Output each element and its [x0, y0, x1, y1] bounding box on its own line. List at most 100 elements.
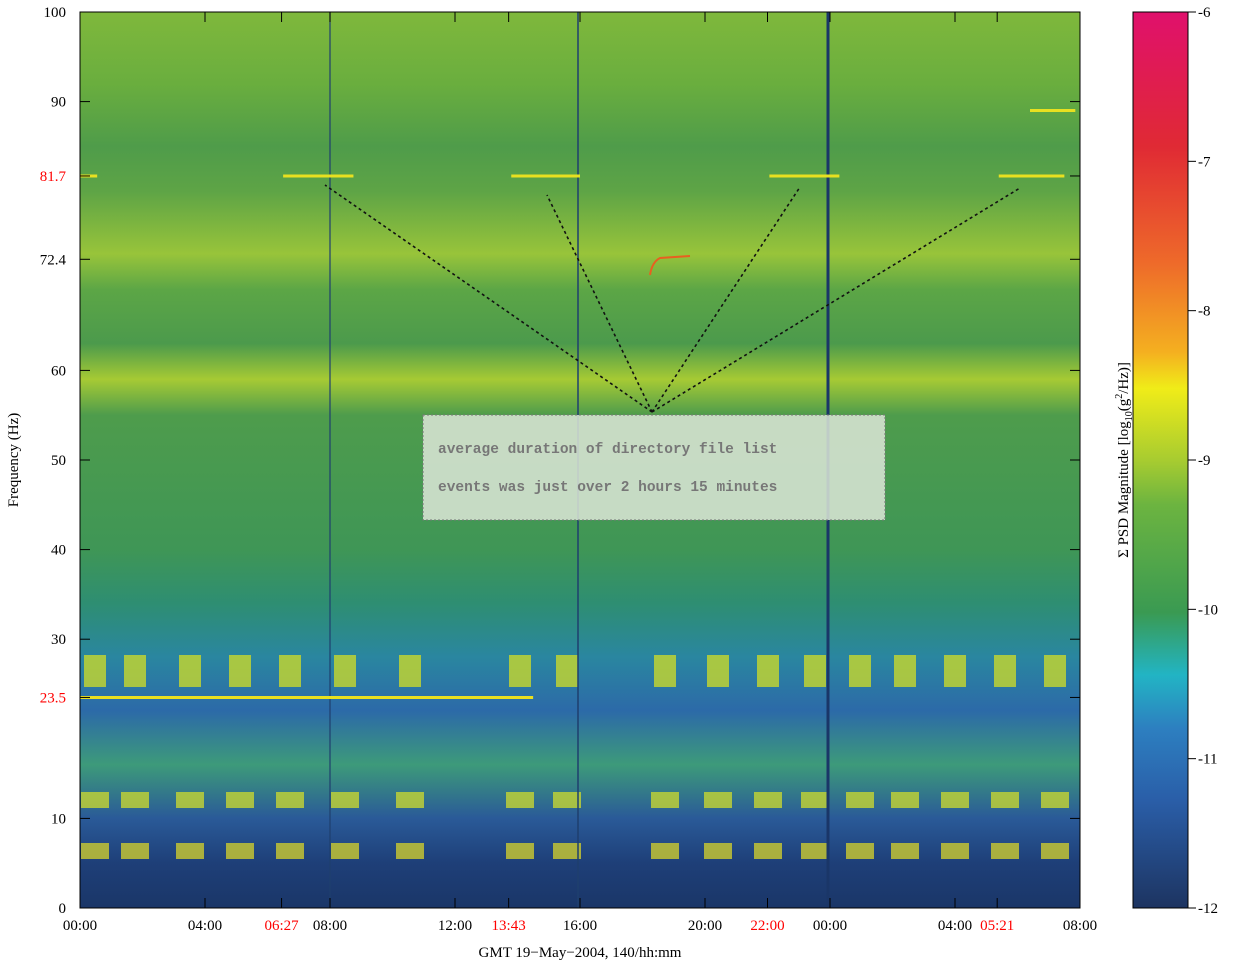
y-tick-label: 60: [51, 363, 66, 379]
block: [651, 792, 679, 808]
block: [81, 843, 109, 859]
y-tick-label: 81.7: [40, 169, 67, 185]
block: [994, 655, 1016, 687]
colorbar-label-part: 2: [1114, 394, 1125, 399]
block: [81, 792, 109, 808]
colorbar-label: Σ PSD Magnitude [log10(g2/Hz)]: [1114, 362, 1135, 558]
block: [754, 792, 782, 808]
y-tick-label: 23.5: [40, 690, 66, 706]
y-axis-label: Frequency (Hz): [6, 413, 22, 508]
block: [846, 843, 874, 859]
annotation-text: average duration of directory file list: [438, 442, 777, 458]
feature-arc: [649, 255, 691, 276]
y-tick-label: 50: [51, 453, 66, 469]
block: [396, 843, 424, 859]
block: [176, 843, 204, 859]
colorbar-tick-label: -12: [1198, 901, 1218, 917]
block: [704, 843, 732, 859]
block: [396, 792, 424, 808]
block: [1041, 792, 1069, 808]
x-tick-label: 13:43: [492, 918, 526, 934]
colorbar-label-part: /Hz)]: [1116, 362, 1132, 394]
block: [944, 655, 966, 687]
colorbar-label-part: 10: [1124, 411, 1135, 421]
y-tick-label: 0: [59, 901, 67, 917]
colorbar-label-part: (g: [1116, 398, 1132, 411]
block: [226, 792, 254, 808]
block: [757, 655, 779, 687]
block: [229, 655, 251, 687]
annotation-text: events was just over 2 hours 15 minutes: [438, 480, 777, 496]
colorbar-tick-label: -8: [1198, 304, 1211, 320]
block: [276, 792, 304, 808]
block: [651, 843, 679, 859]
x-tick-label: 04:00: [938, 918, 972, 934]
block: [176, 792, 204, 808]
block: [506, 792, 534, 808]
block: [991, 843, 1019, 859]
block: [84, 655, 106, 687]
block: [849, 655, 871, 687]
x-tick-label: 04:00: [188, 918, 222, 934]
annotation-box: [422, 414, 886, 521]
block: [121, 792, 149, 808]
block: [894, 655, 916, 687]
x-tick-label: 22:00: [750, 918, 784, 934]
block: [556, 655, 578, 687]
block: [276, 843, 304, 859]
x-tick-label: 00:00: [813, 918, 847, 934]
y-tick-label: 90: [51, 95, 66, 111]
pointer: [324, 184, 653, 413]
block: [1044, 655, 1066, 687]
colorbar-label-part: Σ PSD Magnitude [log: [1116, 421, 1132, 558]
block: [1041, 843, 1069, 859]
block: [226, 843, 254, 859]
y-tick-label: 100: [44, 5, 67, 21]
colorbar: [1132, 11, 1189, 909]
colorbar-tick-label: -11: [1198, 752, 1217, 768]
spectral-blocks: [81, 655, 1069, 859]
colorbar-tick-label: -7: [1198, 154, 1211, 170]
block: [331, 843, 359, 859]
block: [331, 792, 359, 808]
x-tick-label: 08:00: [313, 918, 347, 934]
block: [509, 655, 531, 687]
x-tick-label: 05:21: [980, 918, 1014, 934]
y-tick-label: 72.4: [40, 252, 67, 268]
block: [704, 792, 732, 808]
block: [707, 655, 729, 687]
block: [654, 655, 676, 687]
block: [121, 843, 149, 859]
colorbar-tick-label: -6: [1198, 5, 1211, 21]
block: [941, 843, 969, 859]
block: [891, 843, 919, 859]
pointer-lines: [324, 184, 1021, 413]
feature-lines: [80, 109, 1076, 699]
x-tick-label: 00:00: [63, 918, 97, 934]
block: [891, 792, 919, 808]
y-tick-label: 30: [51, 632, 66, 648]
x-tick-label: 16:00: [563, 918, 597, 934]
block: [804, 655, 826, 687]
colorbar-tick-label: -10: [1198, 602, 1218, 618]
block: [334, 655, 356, 687]
block: [754, 843, 782, 859]
block: [801, 792, 829, 808]
block: [124, 655, 146, 687]
block: [553, 792, 581, 808]
x-tick-label: 20:00: [688, 918, 722, 934]
block: [553, 843, 581, 859]
colorbar-tick-label: -9: [1198, 453, 1211, 469]
block: [279, 655, 301, 687]
x-tick-label: 06:27: [264, 918, 299, 934]
block: [941, 792, 969, 808]
pointer: [651, 186, 801, 413]
x-tick-label: 08:00: [1063, 918, 1097, 934]
block: [399, 655, 421, 687]
y-tick-label: 40: [51, 543, 66, 559]
block: [179, 655, 201, 687]
y-tick-label: 10: [51, 811, 66, 827]
pointer: [546, 194, 653, 413]
block: [506, 843, 534, 859]
